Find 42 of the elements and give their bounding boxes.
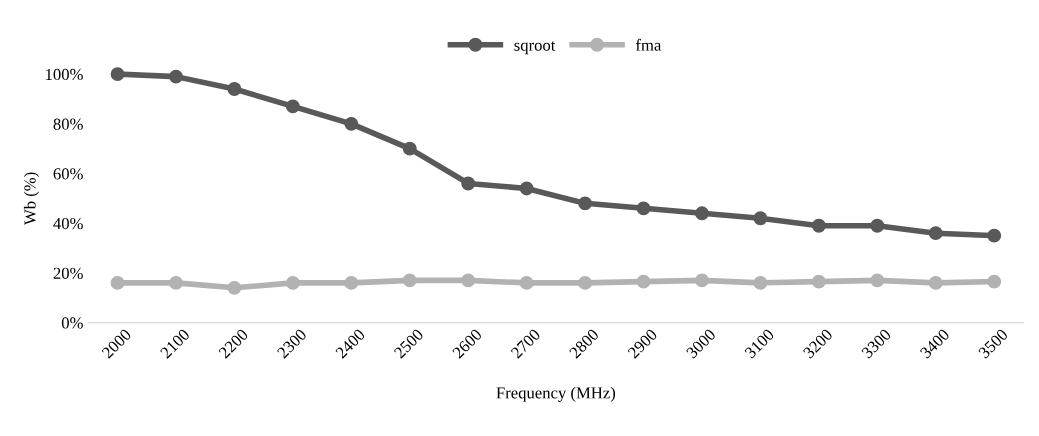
point	[402, 273, 417, 288]
point	[519, 275, 534, 290]
point	[110, 275, 125, 290]
point	[578, 275, 593, 290]
point	[987, 274, 1002, 289]
point	[461, 176, 476, 191]
point	[402, 141, 417, 156]
point	[227, 280, 242, 295]
point	[344, 275, 359, 290]
legend-label: sqroot	[514, 41, 556, 55]
point	[753, 275, 768, 290]
point	[169, 69, 183, 84]
point	[110, 67, 125, 82]
x-axis-title: Frequency (MHz)	[496, 386, 616, 402]
point	[870, 218, 885, 233]
point	[578, 196, 593, 211]
legend-label: fma	[635, 38, 662, 51]
point	[636, 274, 651, 289]
point	[695, 206, 709, 221]
point	[987, 228, 1002, 243]
point	[227, 82, 242, 96]
point	[519, 181, 534, 196]
y-tick-label: 40%	[53, 217, 83, 230]
point	[870, 273, 885, 288]
point	[285, 99, 300, 114]
y-tick-label: 60%	[53, 168, 83, 180]
point	[753, 211, 768, 226]
point	[461, 273, 476, 288]
point	[928, 226, 943, 241]
y-tick-label: 0%	[61, 317, 83, 329]
y-tick-label: 20%	[53, 267, 83, 279]
y-tick-label: 100%	[46, 68, 83, 81]
point	[285, 275, 300, 290]
point	[811, 274, 826, 289]
point	[169, 275, 183, 290]
point	[344, 116, 359, 131]
y-axis-title: Wb (%)	[23, 172, 40, 225]
point	[928, 275, 943, 290]
y-tick-label: 80%	[53, 118, 83, 130]
point	[811, 218, 826, 233]
point	[636, 201, 651, 216]
point	[695, 273, 709, 288]
